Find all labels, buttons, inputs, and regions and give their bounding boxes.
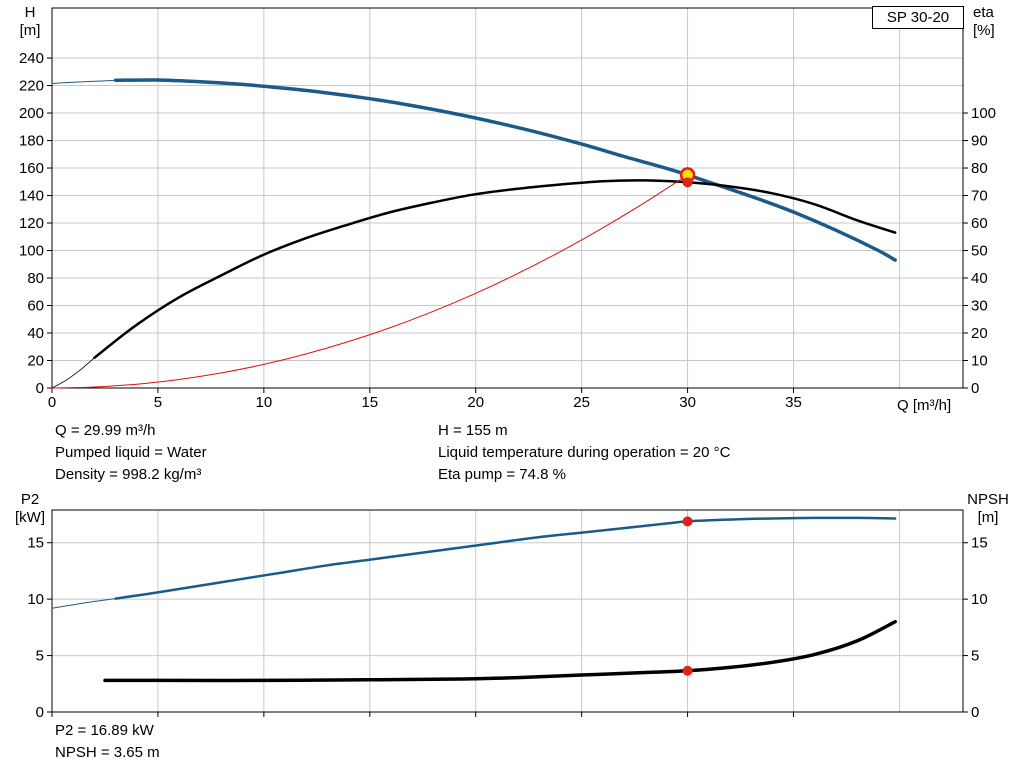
y-left-tick-label: 140 — [19, 188, 44, 205]
y-left-tick-label: 180 — [19, 133, 44, 150]
y-left-tick-label: 5 — [36, 648, 44, 665]
y-right-tick-label: 10 — [971, 591, 988, 608]
duty-point-npsh — [682, 665, 693, 676]
hq-eta-chart: 0 5 10 15 20 25 30 3502040608010012014016018020… — [19, 7, 996, 411]
y-left-tick-label: 80 — [27, 270, 44, 287]
y-right-tick-label: 90 — [971, 133, 988, 150]
y-right-tick-label: 10 — [971, 353, 988, 370]
y-right-tick-label: 30 — [971, 298, 988, 315]
y-right-tick-label: 100 — [971, 105, 996, 122]
annotation-h-value: H = 155 m — [438, 422, 508, 439]
y-left-tick-label: 0 — [36, 380, 44, 397]
p2-curve-leadin — [51, 598, 117, 609]
y-right-tick-label: 40 — [971, 270, 988, 287]
p2-curve — [114, 516, 897, 600]
x-tick-label: 10 — [256, 394, 273, 411]
eta-curve — [93, 179, 897, 360]
y-left-tick-label: 220 — [19, 78, 44, 95]
y-right-tick-label: 5 — [971, 648, 979, 665]
hq-curve-leadin — [51, 79, 117, 84]
annotation-eta-pump: Eta pump = 74.8 % — [438, 466, 566, 483]
eta-axis-title: eta [%] — [973, 4, 995, 39]
y-left-tick-label: 0 — [36, 704, 44, 721]
y-left-tick-label: 120 — [19, 215, 44, 232]
y-right-tick-label: 70 — [971, 188, 988, 205]
y-right-tick-label: 0 — [971, 380, 979, 397]
hq-curve — [113, 78, 897, 262]
annotation-liquid-temperature: Liquid temperature during operation = 20… — [438, 444, 731, 461]
y-left-tick-label: 40 — [27, 325, 44, 342]
annotation-q-value: Q = 29.99 m³/h — [55, 422, 156, 439]
duty-point-eta — [682, 177, 693, 188]
annotation-npsh-value: NPSH = 3.65 m — [55, 744, 160, 761]
x-tick-label: 0 — [48, 394, 56, 411]
annotation-p2-value: P2 = 16.89 kW — [55, 722, 154, 739]
plot-frame — [51, 7, 964, 389]
y-right-tick-label: 20 — [971, 325, 988, 342]
annotation-pumped-liquid: Pumped liquid = Water — [55, 444, 207, 461]
y-left-tick-label: 100 — [19, 243, 44, 260]
x-tick-label: 5 — [154, 394, 162, 411]
y-left-tick-label: 200 — [19, 105, 44, 122]
h-axis-title: H [m] — [19, 4, 41, 39]
npsh-axis-title: NPSH [m] — [967, 491, 1009, 526]
q-axis-title: Q [m³/h] — [897, 397, 952, 414]
duty-point-p2 — [682, 516, 693, 527]
x-tick-label: 35 — [785, 394, 802, 411]
y-right-tick-label: 50 — [971, 243, 988, 260]
annotation-density: Density = 998.2 kg/m³ — [55, 466, 202, 483]
system-curve — [51, 174, 689, 389]
pump-type-label: SP 30-20 — [872, 6, 964, 29]
eta-curve-leadin — [51, 357, 95, 389]
x-tick-label: 30 — [679, 394, 696, 411]
y-left-tick-label: 15 — [27, 535, 44, 552]
y-right-tick-label: 0 — [971, 704, 979, 721]
y-right-tick-label: 80 — [971, 160, 988, 177]
p2-npsh-chart: 0 5 10 15 0 5 10 15 — [27, 509, 988, 721]
y-left-tick-label: 60 — [27, 298, 44, 315]
y-left-tick-label: 160 — [19, 160, 44, 177]
x-tick-label: 15 — [361, 394, 378, 411]
p2-axis-title: P2 [kW] — [15, 491, 45, 526]
x-tick-label: 20 — [467, 394, 484, 411]
plot-frame — [51, 509, 964, 713]
npsh-curve — [103, 619, 897, 683]
y-left-tick-label: 20 — [27, 353, 44, 370]
x-tick-label: 25 — [573, 394, 590, 411]
y-right-tick-label: 60 — [971, 215, 988, 232]
y-left-tick-label: 240 — [19, 50, 44, 67]
y-left-tick-label: 10 — [27, 591, 44, 608]
y-right-tick-label: 15 — [971, 535, 988, 552]
